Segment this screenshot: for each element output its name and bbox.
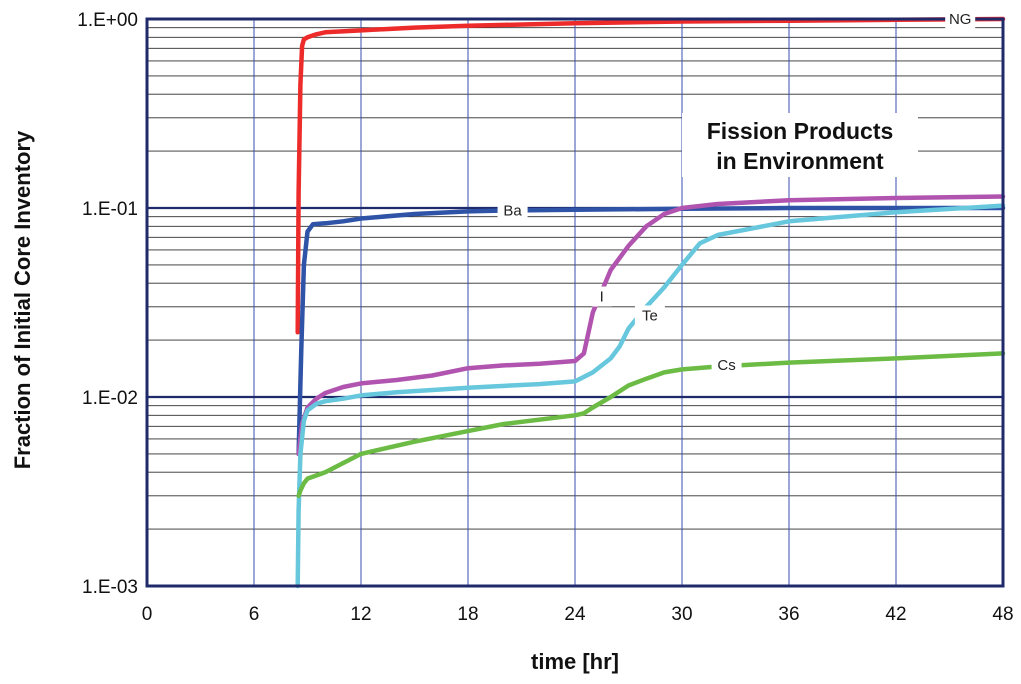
series-label-bg [711, 354, 742, 375]
series-label-te: Te [642, 307, 658, 324]
y-axis-title: Fraction of Initial Core Inventory [10, 130, 35, 469]
series-label-cs: Cs [717, 357, 735, 374]
x-tick-labels: 0 6 12 18 24 30 36 42 48 [142, 604, 1014, 625]
x-tick-label: 42 [885, 604, 906, 625]
series-line-ba [296, 205, 1006, 457]
x-tick-label: 48 [992, 604, 1013, 625]
annotation-line-2: in Environment [716, 148, 884, 174]
series-line-ng [295, 16, 1006, 335]
y-tick-label: 1.E-03 [82, 577, 138, 598]
series-label-bg [634, 305, 665, 326]
series-line-te [295, 203, 1006, 589]
x-tick-label: 12 [350, 604, 371, 625]
plot-frame [145, 17, 1005, 588]
series-labels: NG Ba I Te Cs [497, 9, 976, 375]
x-tick-label: 36 [778, 604, 799, 625]
series-label-i: I [600, 289, 604, 306]
series-line-cs [296, 351, 1006, 499]
y-tick-label: 1.E-02 [82, 388, 138, 409]
x-tick-label: 30 [671, 604, 692, 625]
x-tick-label: 0 [142, 604, 153, 625]
series-label-bg [591, 286, 612, 307]
annotation: Fission Products in Environment [682, 113, 918, 177]
x-axis-title: time [hr] [531, 649, 619, 674]
y-tick-labels: 1.E-03 1.E-02 1.E-01 1.E+00 [77, 10, 138, 598]
major-gridlines [146, 17, 1004, 588]
annotation-line-1: Fission Products [707, 118, 894, 144]
y-tick-label: 1.E-01 [82, 199, 138, 220]
x-tick-label: 6 [249, 604, 260, 625]
series-line-i [296, 194, 1006, 457]
y-tick-label: 1.E+00 [77, 10, 138, 31]
x-tick-label: 18 [457, 604, 478, 625]
series-label-ba: Ba [503, 203, 522, 220]
series-label-ng: NG [949, 11, 972, 28]
data-series [295, 16, 1006, 589]
x-tick-label: 24 [564, 604, 586, 625]
series-label-bg [945, 9, 976, 29]
series-label-bg [497, 200, 528, 221]
